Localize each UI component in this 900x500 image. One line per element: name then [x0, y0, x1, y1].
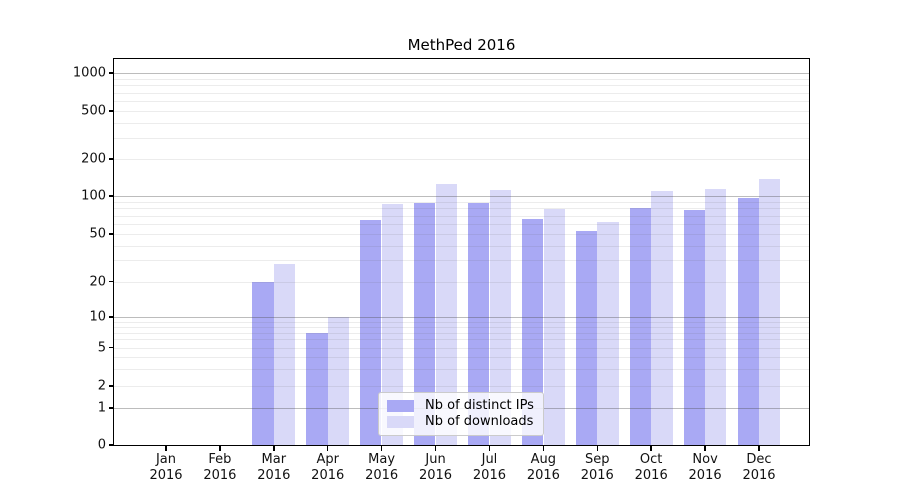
- legend-swatch-downloads: [387, 416, 414, 429]
- x-tick-label: May 2016: [365, 452, 399, 483]
- legend: Nb of distinct IPs Nb of downloads: [378, 392, 544, 436]
- x-tick-label: Feb 2016: [203, 452, 237, 483]
- y-tick-label: 500: [81, 103, 106, 119]
- legend-item-distinct-ips: Nb of distinct IPs: [387, 397, 535, 413]
- x-tick-mark: [650, 446, 652, 451]
- x-tick-label: Jun 2016: [418, 452, 453, 483]
- plot-frame: [113, 58, 810, 446]
- x-tick-label: Sep 2016: [580, 452, 614, 483]
- x-tick-label: Jul 2016: [472, 452, 506, 483]
- x-tick-mark: [488, 446, 491, 451]
- x-tick-mark: [380, 446, 383, 451]
- x-tick-mark: [165, 446, 167, 451]
- x-tick-label: Nov 2016: [688, 452, 722, 483]
- legend-swatch-distinct-ips: [387, 399, 414, 412]
- x-tick-label: Dec 2016: [742, 452, 776, 483]
- y-tick-label: 1000: [72, 65, 106, 81]
- x-tick-mark: [273, 446, 275, 451]
- y-tick-label: 200: [81, 151, 106, 167]
- y-tick-label: 20: [89, 274, 106, 289]
- y-tick-label: 50: [89, 226, 106, 242]
- legend-item-downloads: Nb of downloads: [387, 415, 535, 429]
- y-tick-label: 1: [97, 400, 106, 416]
- y-tick-label: 2: [97, 378, 106, 394]
- y-tick-label: 100: [81, 188, 106, 204]
- chart-title: MethPed 2016: [407, 36, 516, 54]
- legend-label-distinct-ips: Nb of distinct IPs: [425, 397, 534, 413]
- y-tick-label: 5: [97, 340, 106, 355]
- x-tick-label: Jan 2016: [149, 452, 183, 483]
- x-tick-mark: [326, 446, 329, 451]
- y-tick-label: 0: [97, 437, 106, 453]
- x-tick-mark: [434, 446, 437, 451]
- y-tick-label: 10: [89, 309, 106, 325]
- x-tick-mark: [219, 446, 221, 451]
- x-tick-label: Apr 2016: [311, 452, 345, 483]
- x-tick-mark: [704, 446, 706, 451]
- x-tick-mark: [596, 446, 599, 451]
- x-tick-label: Mar 2016: [257, 452, 291, 483]
- x-tick-mark: [758, 446, 760, 451]
- legend-label-downloads: Nb of downloads: [425, 414, 534, 430]
- x-tick-label: Aug 2016: [526, 452, 560, 483]
- x-tick-label: Oct 2016: [634, 452, 668, 483]
- x-tick-mark: [542, 446, 545, 451]
